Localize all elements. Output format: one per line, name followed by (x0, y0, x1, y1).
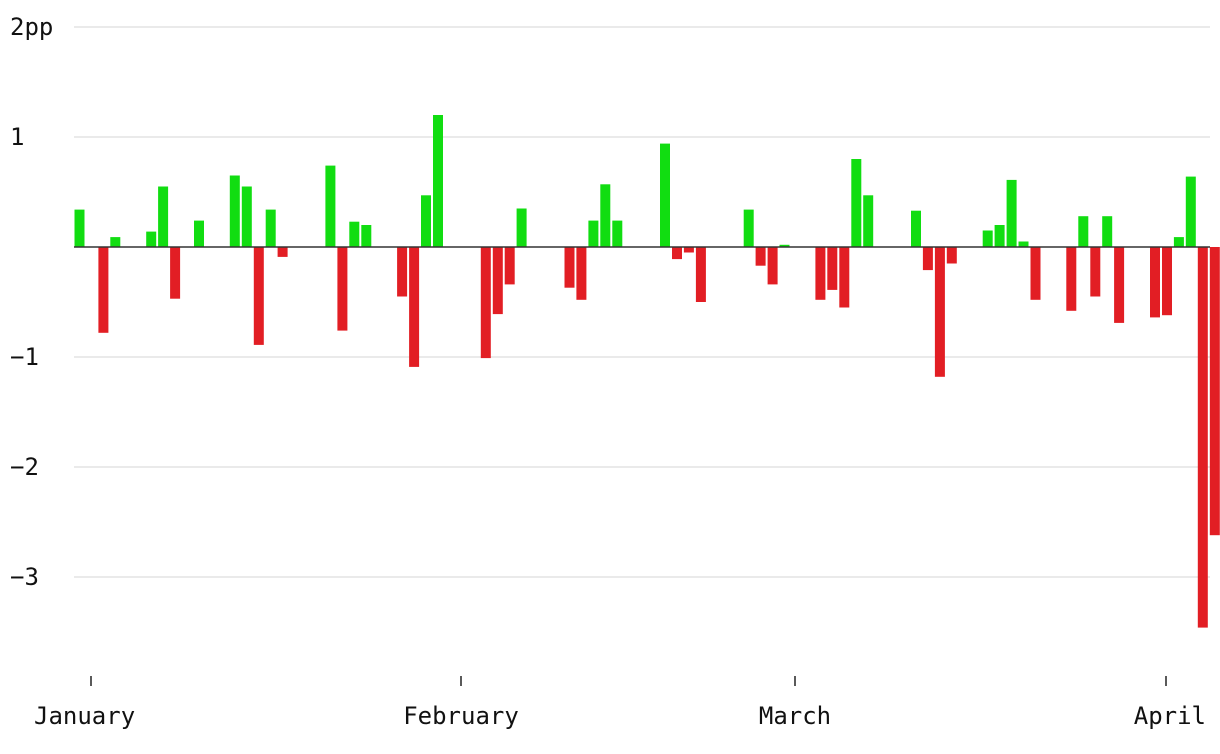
bar (982, 230, 993, 247)
bar (672, 247, 682, 260)
y-tick-label: 2pp (10, 13, 53, 41)
grid-layer (74, 26, 1210, 578)
bar (170, 247, 181, 299)
bar (1162, 247, 1172, 316)
y-tick-label: −3 (10, 563, 39, 591)
x-tick-label: February (403, 702, 519, 730)
bar (612, 220, 623, 247)
y-axis: 2pp 1 −1 −2 −3 (10, 13, 53, 591)
bar (827, 247, 838, 290)
bar (1197, 247, 1208, 628)
bar (851, 159, 862, 247)
bar (480, 247, 491, 359)
bar (397, 247, 408, 297)
bar (229, 175, 240, 247)
bar (660, 143, 670, 247)
bar (194, 220, 204, 247)
x-tick-label: March (759, 702, 831, 730)
bar (600, 184, 611, 247)
bar (1006, 179, 1017, 247)
bar (265, 209, 276, 247)
bar (421, 195, 431, 247)
bar (1185, 176, 1196, 247)
x-tick-label: January (34, 702, 135, 730)
bar (110, 237, 121, 247)
bar (1090, 247, 1101, 297)
x-tick-label: April (1134, 702, 1206, 730)
bar (934, 247, 945, 377)
y-tick-label: 1 (10, 123, 24, 151)
x-axis: January February March April (34, 676, 1206, 730)
bar (1173, 237, 1184, 247)
bar (779, 244, 790, 247)
bar (863, 195, 874, 247)
bar (1018, 241, 1029, 247)
y-tick-label: −1 (10, 343, 39, 371)
bar (158, 186, 169, 247)
bar (564, 247, 575, 288)
bar (911, 210, 921, 247)
bar (433, 115, 443, 247)
bar (337, 247, 348, 331)
bar (743, 209, 754, 247)
bar (683, 247, 694, 253)
bar (1066, 247, 1077, 311)
bar (98, 247, 109, 333)
bar (946, 247, 957, 264)
bar (1078, 216, 1089, 247)
bar (349, 221, 360, 247)
bar (695, 247, 706, 302)
y-tick-label: −2 (10, 453, 39, 481)
bar (839, 247, 850, 308)
bar-layer (74, 115, 1220, 628)
bar (755, 247, 766, 266)
bar (492, 247, 503, 315)
bar (994, 225, 1005, 247)
bar (767, 247, 778, 285)
bar (361, 225, 372, 247)
bar (409, 247, 420, 367)
bar (588, 220, 599, 247)
bar (516, 208, 527, 247)
bar (253, 247, 264, 345)
bar (1114, 247, 1125, 323)
bar (922, 247, 933, 271)
bar (74, 209, 85, 247)
bar (146, 231, 157, 247)
bar (1150, 247, 1160, 318)
bar (241, 186, 252, 247)
bar (1209, 247, 1220, 536)
bar (325, 165, 336, 247)
bar (1102, 216, 1113, 247)
bar (576, 247, 587, 300)
bar (504, 247, 515, 285)
bar (1030, 247, 1041, 300)
bar (277, 247, 288, 257)
bar (815, 247, 826, 300)
